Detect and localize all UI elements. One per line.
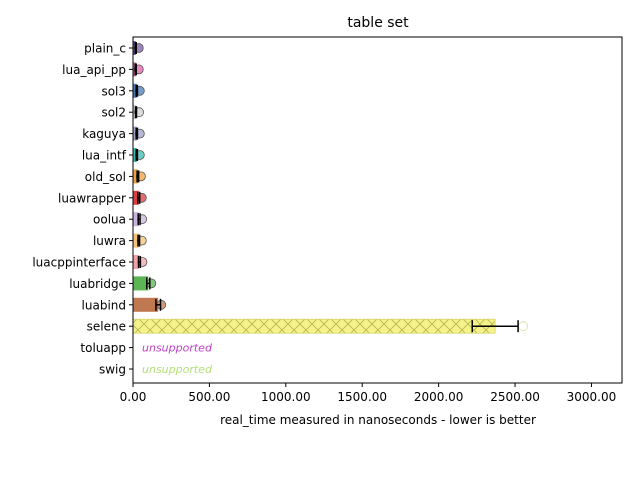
y-tick-label: old_sol [85, 170, 126, 184]
bar [132, 318, 496, 334]
y-tick-label: luabridge [69, 277, 126, 291]
x-axis-label: real_time measured in nanoseconds - lowe… [220, 413, 536, 427]
y-tick-label: toluapp [80, 341, 126, 355]
unsupported-label: unsupported [142, 342, 213, 355]
unsupported-label: unsupported [142, 363, 213, 376]
y-tick-label: lua_intf [82, 149, 127, 163]
bar [133, 255, 140, 269]
y-tick-label: luacppinterface [32, 256, 126, 270]
sample-point [518, 321, 529, 332]
bar [133, 212, 140, 227]
bar [133, 233, 139, 248]
bar [133, 190, 139, 205]
y-tick-label: sol3 [101, 84, 126, 98]
x-tick-label: 2000.00 [414, 390, 464, 404]
y-tick-label: lua_api_pp [62, 63, 126, 77]
bar [133, 169, 138, 184]
y-tick-label: kaguya [82, 127, 126, 141]
bar [133, 276, 149, 291]
y-tick-label: plain_c [84, 42, 126, 56]
bar [133, 297, 159, 312]
bar [133, 148, 137, 162]
bar [133, 83, 137, 98]
x-tick-label: 0.00 [120, 390, 147, 404]
y-tick-label: luwra [93, 234, 126, 248]
x-tick-label: 1000.00 [261, 390, 311, 404]
bar [133, 126, 137, 141]
y-tick-label: sol2 [101, 106, 126, 120]
plot-area: 0.00 500.00 1000.00 1500.00 2000.00 2500.00 30… [32, 41, 616, 404]
y-tick-label: selene [87, 320, 126, 334]
x-tick-label: 3000.00 [567, 390, 617, 404]
y-tick-label: luawrapper [58, 191, 126, 205]
chart-title: table set [347, 15, 409, 31]
y-tick-label: luabind [82, 298, 126, 312]
x-tick-label: 500.00 [188, 390, 230, 404]
axes-frame [132, 36, 623, 384]
x-tick-label: 1500.00 [337, 390, 387, 404]
y-tick-label: swig [99, 363, 126, 377]
y-tick-label: oolua [93, 213, 126, 227]
x-tick-label: 2500.00 [490, 390, 540, 404]
